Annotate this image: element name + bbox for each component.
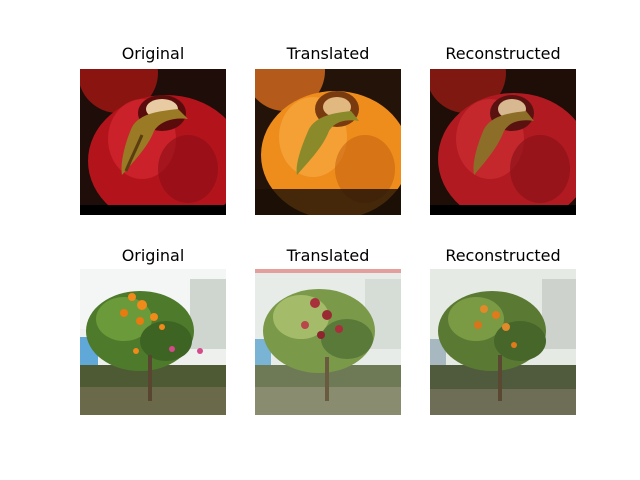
title-row1-reconstructed: Reconstructed [445,44,561,63]
tree-original-image [80,269,226,415]
title-row2-reconstructed: Reconstructed [445,246,561,265]
apple-original-image [80,69,226,215]
title-row2-original: Original [121,246,185,265]
apple-reconstructed-image [430,69,576,215]
title-row1-original: Original [121,44,185,63]
tree-reconstructed-image [430,269,576,415]
apple-translated-image [255,69,401,215]
title-row2-translated: Translated [286,246,370,265]
tree-translated-image [255,269,401,415]
title-row1-translated: Translated [286,44,370,63]
